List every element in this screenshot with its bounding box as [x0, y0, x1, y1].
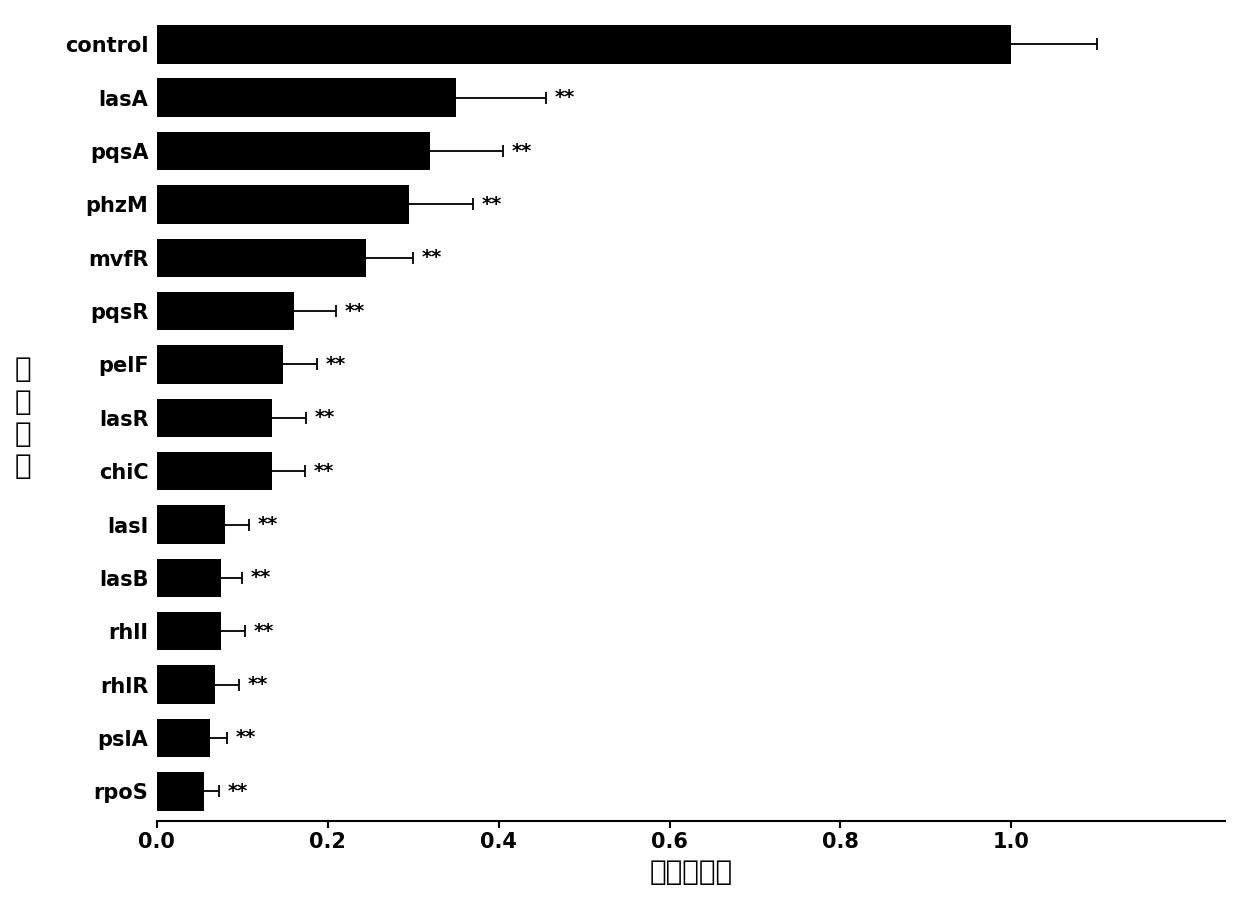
Text: **: ** [250, 569, 272, 587]
Text: **: ** [511, 141, 532, 160]
Y-axis label: 基
因
名
称: 基 因 名 称 [15, 355, 32, 480]
Bar [156, 292, 294, 331]
Bar [156, 559, 221, 597]
Bar [156, 665, 215, 704]
Bar [156, 719, 210, 757]
Bar [156, 186, 409, 223]
Text: **: ** [236, 728, 255, 748]
Text: **: ** [248, 675, 268, 694]
Bar [156, 505, 226, 543]
Bar [156, 452, 272, 490]
Text: **: ** [314, 461, 334, 480]
Bar [156, 239, 366, 277]
Bar [156, 132, 430, 170]
Text: **: ** [422, 249, 441, 268]
Bar [156, 612, 221, 651]
Text: **: ** [315, 408, 335, 427]
Text: **: ** [258, 515, 278, 534]
Text: **: ** [481, 195, 502, 214]
Text: **: ** [253, 622, 274, 641]
Bar [156, 25, 1012, 64]
Bar [156, 78, 456, 117]
Text: **: ** [228, 782, 248, 801]
Bar [156, 345, 283, 384]
Text: **: ** [326, 355, 346, 374]
Text: **: ** [345, 302, 365, 321]
Bar [156, 398, 272, 437]
Text: **: ** [554, 88, 574, 107]
Bar [156, 772, 203, 811]
X-axis label: 相对表达量: 相对表达量 [650, 858, 733, 886]
